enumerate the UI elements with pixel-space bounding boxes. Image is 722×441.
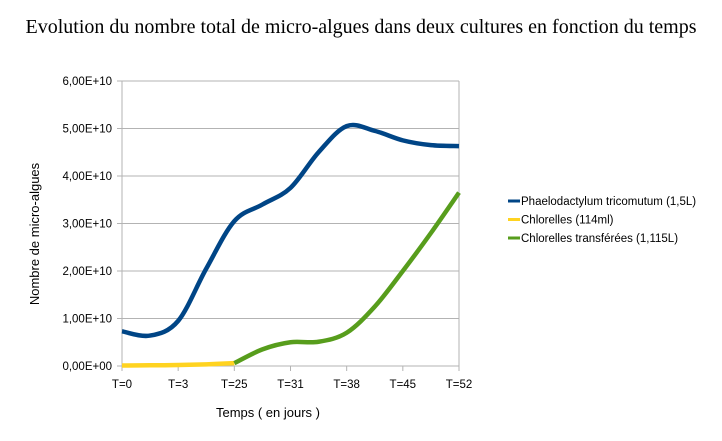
x-tick-label: T=0 [112,379,132,391]
x-tick-label: T=31 [277,379,304,391]
x-tick-label: T=3 [168,379,188,391]
legend-label: Chlorelles (114ml) [521,215,614,227]
x-tick-label: T=45 [390,379,417,391]
y-tick-label: 6,00E+10 [62,76,112,88]
series-line-chlorelles-114ml [121,360,235,368]
series-layer [121,122,461,368]
series-line-phaelodactylum-tricomutum-1-5l [121,122,460,339]
series-line-chlorelles-transferees-1-115l [233,191,461,366]
axis-layer: 0,00E+00 1,00E+10 2,00E+10 3,00E+10 4,00E+10… [62,76,472,391]
x-tick-label: T=52 [446,379,473,391]
legend-label: Chlorelles transférées (1,115L) [521,233,678,245]
y-axis-title: Nombre de micro-algues [27,162,42,305]
y-tick-label: 4,00E+10 [62,171,112,183]
legend: Phaelodactylum tricomutum (1,5L) Chlorell… [508,196,696,245]
chart-title: Evolution du nombre total de micro-algue… [25,16,697,38]
y-tick-label: 1,00E+10 [62,314,112,326]
legend-label: Phaelodactylum tricomutum (1,5L) [521,196,696,208]
x-tick-label: T=38 [333,379,360,391]
x-tick-label: T=25 [221,379,248,391]
y-tick-label: 3,00E+10 [62,219,112,231]
y-tick-label: 0,00E+00 [62,361,112,373]
grid-layer [122,80,459,367]
y-tick-label: 5,00E+10 [62,124,112,136]
y-tick-label: 2,00E+10 [62,266,112,278]
x-axis-title: Temps ( en jours ) [216,405,320,420]
